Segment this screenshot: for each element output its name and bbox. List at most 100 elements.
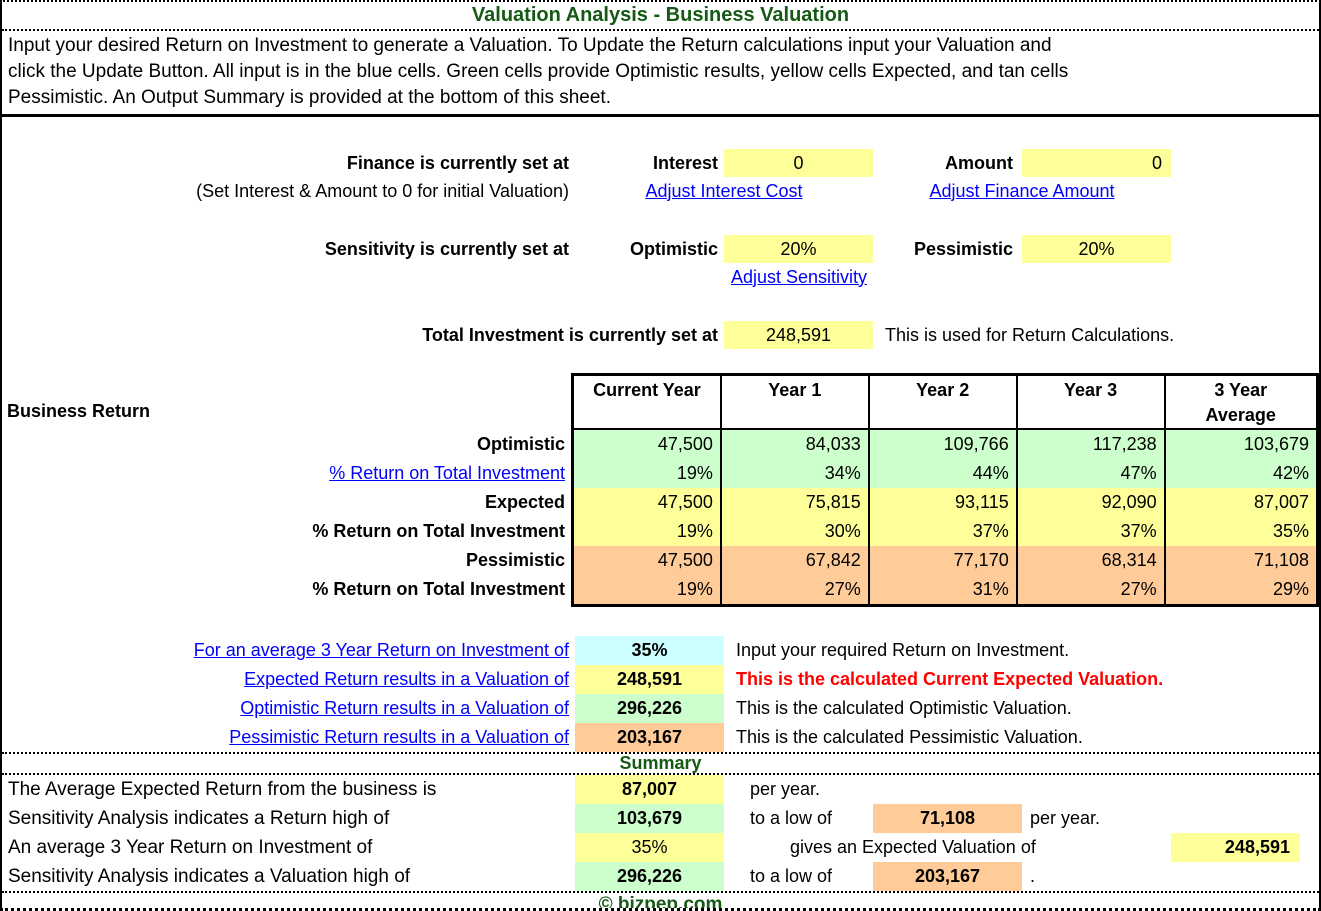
summary-roi-label: An average 3 Year Return on Investment o… [8, 836, 373, 858]
expected-valuation-note: This is the calculated Current Expected … [736, 669, 1164, 689]
optimistic-sensitivity-cell[interactable]: 20% [724, 235, 873, 263]
pessimistic-label: Pessimistic [913, 238, 1013, 259]
cell-value: 19% [574, 459, 722, 488]
summary-return-low-cell: 71,108 [873, 804, 1022, 833]
cell-value: 47,500 [574, 488, 722, 517]
table-row: 19% 34% 44% 47% 42% [574, 459, 1316, 488]
row-label-pct-expected: % Return on Total Investment [312, 521, 565, 541]
table-row: 47,500 75,815 93,115 92,090 87,007 [574, 488, 1316, 517]
adjust-finance-amount-link[interactable]: Adjust Finance Amount [929, 180, 1115, 201]
amount-label: Amount [945, 152, 1013, 173]
header-year-1: Year 1 [722, 376, 870, 428]
cell-value: 37% [1018, 517, 1166, 546]
cell-value: 47,500 [574, 546, 722, 575]
summary-return-suffix: per year. [750, 779, 821, 799]
cell-value: 87,007 [1253, 492, 1310, 512]
table-row: 47,500 67,842 77,170 68,314 71,108 [574, 546, 1316, 575]
amount-input-cell[interactable]: 0 [1022, 149, 1171, 177]
pessimistic-valuation-row: Pessimistic Return results in a Valuatio… [2, 723, 1319, 752]
summary-to-a-low-of-1: to a low of [750, 808, 833, 828]
cell-value: 27% [722, 575, 870, 604]
optimistic-valuation-row: Optimistic Return results in a Valuation… [2, 694, 1319, 723]
summary-valuation-high-cell: 296,226 [575, 862, 724, 891]
pessimistic-sensitivity-cell[interactable]: 20% [1022, 235, 1171, 263]
summary-return-high-cell: 103,679 [575, 804, 724, 833]
cell-value: 67,842 [722, 546, 870, 575]
sensitivity-label: Sensitivity is currently set at [324, 238, 569, 259]
cell-value: 30% [722, 517, 870, 546]
table-row: 47,500 84,033 109,766 117,238 103,679 [574, 430, 1316, 459]
summary-return-cell: 87,007 [575, 775, 724, 804]
adjust-interest-link[interactable]: Adjust Interest Cost [645, 180, 803, 201]
summary-return-range-suffix: per year. [1030, 808, 1101, 828]
header-current-year: Current Year [574, 376, 722, 428]
total-investment-cell[interactable]: 248,591 [724, 321, 873, 349]
summary-row-valuation-range: Sensitivity Analysis indicates a Valuati… [2, 862, 1319, 891]
optimistic-valuation-note: This is the calculated Optimistic Valuat… [736, 698, 1072, 718]
summary-valuation-low-cell: 203,167 [873, 862, 1022, 891]
summary-return-label: The Average Expected Return from the bus… [8, 778, 437, 800]
cell-value: 31% [870, 575, 1018, 604]
expected-valuation-row: Expected Return results in a Valuation o… [2, 665, 1319, 694]
header-year-3: Year 3 [1018, 376, 1166, 428]
pct-return-link[interactable]: % Return on Total Investment [329, 463, 565, 483]
interest-label: Interest [652, 152, 718, 173]
finance-label: Finance is currently set at [346, 152, 569, 173]
summary-expected-valuation-cell: 248,591 [1171, 833, 1300, 862]
expected-valuation-cell: 248,591 [575, 665, 724, 694]
cell-value: 19% [574, 575, 722, 604]
summary-roi-cell: 35% [575, 833, 724, 862]
cell-value: 71,108 [1253, 550, 1310, 570]
header-3-year-average: 3 Year Average [1205, 380, 1276, 425]
row-label-pct-pessimistic: % Return on Total Investment [312, 579, 565, 599]
total-investment-row: Total Investment is currently set at 248… [2, 321, 1319, 349]
instructions-block: Input your desired Return on Investment … [2, 31, 1319, 117]
cell-value: 103,679 [1243, 434, 1310, 454]
total-investment-note: This is used for Return Calculations. [885, 324, 1175, 345]
cell-value: 47% [1018, 459, 1166, 488]
instructions-line-3: Pessimistic. An Output Summary is provid… [8, 87, 611, 108]
business-return-label: Business Return [7, 401, 151, 421]
cell-value: 29% [1272, 579, 1310, 599]
summary-to-a-low-of-2: to a low of [750, 866, 833, 886]
summary-return-range-label: Sensitivity Analysis indicates a Return … [8, 807, 390, 829]
summary-row-roi: An average 3 Year Return on Investment o… [2, 833, 1319, 862]
optimistic-valuation-cell: 296,226 [575, 694, 724, 723]
summary-heading: Summary [2, 752, 1319, 775]
business-return-table: Current Year Year 1 Year 2 Year 3 3 Year… [571, 373, 1319, 607]
cell-value: 68,314 [1018, 546, 1166, 575]
business-return-section: Business Return Optimistic % Return on T… [2, 373, 1319, 607]
table-row: 19% 30% 37% 37% 35% [574, 517, 1316, 546]
pessimistic-valuation-note: This is the calculated Pessimistic Valua… [736, 727, 1083, 747]
summary-valuation-range-label: Sensitivity Analysis indicates a Valuati… [8, 865, 411, 887]
cell-value: 42% [1272, 463, 1310, 483]
cell-value: 77,170 [870, 546, 1018, 575]
instructions-line-1: Input your desired Return on Investment … [8, 35, 1052, 56]
summary-valuation-range-suffix: . [1030, 866, 1036, 886]
header-year-2: Year 2 [870, 376, 1018, 428]
roi-input-link[interactable]: For an average 3 Year Return on Investme… [193, 640, 569, 660]
cell-value: 47,500 [574, 430, 722, 459]
page-title: Valuation Analysis - Business Valuation [2, 2, 1319, 31]
pessimistic-valuation-link[interactable]: Pessimistic Return results in a Valuatio… [229, 727, 569, 747]
roi-input-cell[interactable]: 35% [575, 636, 724, 665]
expected-valuation-link[interactable]: Expected Return results in a Valuation o… [244, 669, 569, 689]
optimistic-valuation-link[interactable]: Optimistic Return results in a Valuation… [240, 698, 569, 718]
sensitivity-row: Sensitivity is currently set at Optimist… [2, 235, 1319, 263]
cell-value: 93,115 [870, 488, 1018, 517]
finance-sublabel: (Set Interest & Amount to 0 for initial … [196, 180, 569, 201]
row-label-expected: Expected [484, 492, 565, 512]
interest-input-cell[interactable]: 0 [724, 149, 873, 177]
cell-value: 92,090 [1018, 488, 1166, 517]
roi-input-row: For an average 3 Year Return on Investme… [2, 636, 1319, 665]
finance-links-row: (Set Interest & Amount to 0 for initial … [2, 177, 1319, 205]
pessimistic-valuation-cell: 203,167 [575, 723, 724, 752]
cell-value: 109,766 [870, 430, 1018, 459]
cell-value: 34% [722, 459, 870, 488]
adjust-sensitivity-link[interactable]: Adjust Sensitivity [730, 266, 868, 287]
cell-value: 35% [1272, 521, 1310, 541]
summary-row-return-range: Sensitivity Analysis indicates a Return … [2, 804, 1319, 833]
sensitivity-link-row: Adjust Sensitivity [2, 263, 1319, 291]
roi-input-note: Input your required Return on Investment… [736, 640, 1070, 660]
